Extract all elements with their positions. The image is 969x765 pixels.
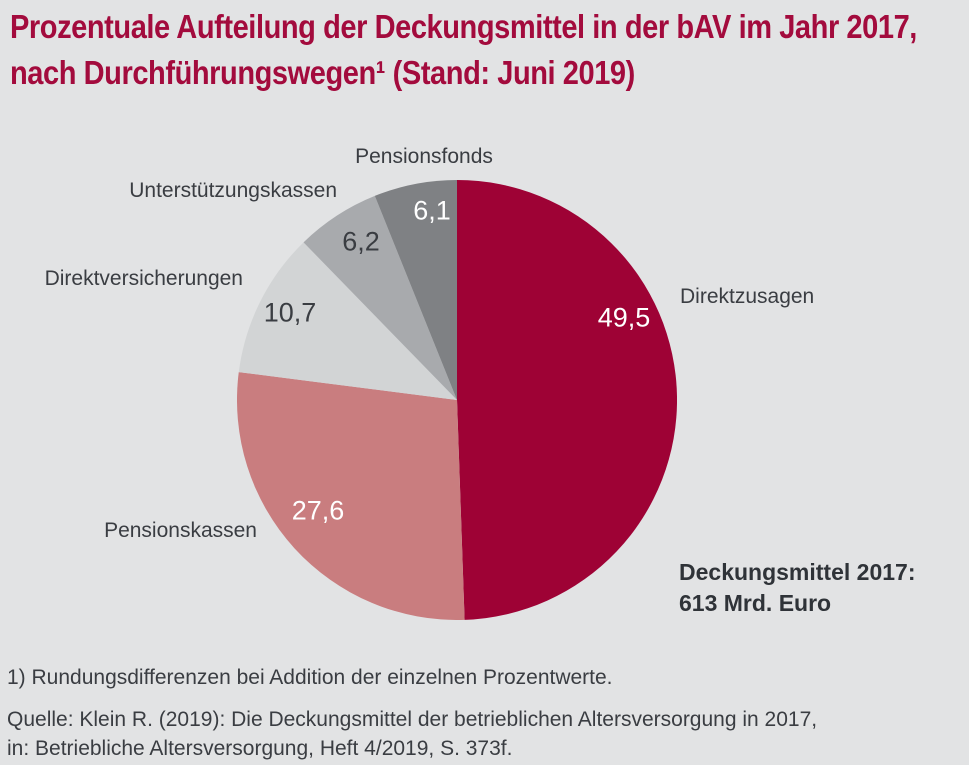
slice-value-pensionsfonds: 6,1 xyxy=(413,195,451,226)
slice-value-unterstuetzungskassen: 6,2 xyxy=(342,226,380,257)
slice-value-direktzusagen: 49,5 xyxy=(597,302,651,333)
slice-label-direktzusagen: Direktzusagen xyxy=(680,285,815,308)
pie-slice-direktversicherungen xyxy=(238,242,457,400)
slice-label-unterstuetzungskassen: Unterstützungskassen xyxy=(129,179,337,202)
slice-value-direktversicherungen: 10,7 xyxy=(263,297,317,328)
pie-slice-direktzusagen xyxy=(457,180,677,620)
page-title-line2: nach Durchführungswegen¹ (Stand: Juni 20… xyxy=(10,54,635,91)
slice-label-pensionskassen: Pensionskassen xyxy=(104,519,257,542)
pie-slice-pensionsfonds xyxy=(374,180,457,400)
slice-value-pensionskassen: 27,6 xyxy=(291,495,345,526)
source-line1: Quelle: Klein R. (2019): Die Deckungsmit… xyxy=(7,708,818,731)
source-line2: in: Betriebliche Altersversorgung, Heft … xyxy=(7,737,513,760)
slice-label-direktversicherungen: Direktversicherungen xyxy=(44,267,243,290)
total-annotation: Deckungsmittel 2017: 613 Mrd. Euro xyxy=(679,557,915,619)
footnote: 1) Rundungsdifferenzen bei Addition der … xyxy=(7,666,613,689)
page-title: Prozentuale Aufteilung der Deckungsmitte… xyxy=(10,4,917,96)
page-title-line1: Prozentuale Aufteilung der Deckungsmitte… xyxy=(10,8,917,45)
source-citation: Quelle: Klein R. (2019): Die Deckungsmit… xyxy=(7,705,817,763)
total-annotation-line1: Deckungsmittel 2017: xyxy=(679,559,916,585)
pie-slice-pensionskassen xyxy=(237,372,465,620)
pie-chart xyxy=(237,180,677,620)
total-annotation-line2: 613 Mrd. Euro xyxy=(679,590,832,616)
pie-slice-untersttzungskassen xyxy=(303,195,457,400)
slice-label-pensionsfonds: Pensionsfonds xyxy=(355,145,493,168)
